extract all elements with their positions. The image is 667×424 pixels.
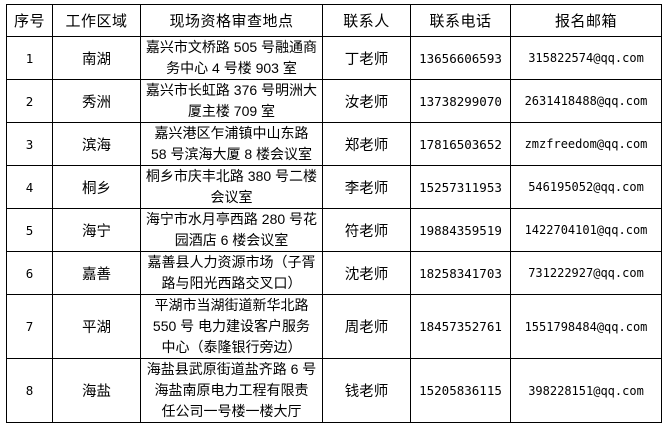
- cell-site: 海宁市水月亭西路 280 号花 园酒店 6 楼会议室: [140, 208, 323, 252]
- cell-site: 嘉兴市长虹路 376 号明洲大 厦主楼 709 室: [140, 79, 323, 123]
- table-row: 6 嘉善 嘉善县人力资源市场（子胥 路与阳光西路交叉口） 沈老师 18258341703…: [6, 251, 662, 295]
- cell-phone: 15205836115: [410, 358, 511, 423]
- cell-email: zmzfreedom@qq.com: [510, 122, 662, 166]
- cell-seq: 1: [6, 36, 53, 80]
- cell-phone: 13656606593: [410, 36, 511, 80]
- cell-area: 秀洲: [52, 79, 141, 123]
- cell-seq: 6: [6, 251, 53, 295]
- cell-site: 嘉兴港区乍浦镇中山东路 58 号滨海大厦 8 楼会议室: [140, 122, 323, 166]
- cell-site: 海盐县武原街道盐齐路 6 号 海盐南原电力工程有限责 任公司一号楼一楼大厅: [140, 358, 323, 423]
- qualification-review-sites-table: 序号 工作区域 现场资格审查地点 联系人 联系电话 报名邮箱 1 南湖 嘉兴市文桥路…: [6, 4, 662, 423]
- cell-email: 315822574@qq.com: [510, 36, 662, 80]
- cell-site: 嘉兴市文桥路 505 号融通商 务中心 4 号楼 903 室: [140, 36, 323, 80]
- table-row: 3 滨海 嘉兴港区乍浦镇中山东路 58 号滨海大厦 8 楼会议室 郑老师 1781650…: [6, 122, 662, 166]
- cell-seq: 2: [6, 79, 53, 123]
- cell-person: 符老师: [322, 208, 411, 252]
- column-header-site: 现场资格审查地点: [140, 4, 323, 37]
- cell-area: 平湖: [52, 294, 141, 359]
- column-header-email: 报名邮箱: [510, 4, 662, 37]
- cell-seq: 4: [6, 165, 53, 209]
- cell-area: 桐乡: [52, 165, 141, 209]
- table-row: 2 秀洲 嘉兴市长虹路 376 号明洲大 厦主楼 709 室汝老师 137382990…: [6, 79, 662, 123]
- table-header: 序号 工作区域 现场资格审查地点 联系人 联系电话 报名邮箱: [6, 4, 662, 37]
- cell-person: 沈老师: [322, 251, 411, 295]
- cell-email: 546195052@qq.com: [510, 165, 662, 209]
- cell-person: 丁老师: [322, 36, 411, 80]
- cell-person: 周老师: [322, 294, 411, 359]
- cell-seq: 3: [6, 122, 53, 166]
- cell-phone: 18258341703: [410, 251, 511, 295]
- cell-phone: 19884359519: [410, 208, 511, 252]
- cell-email: 1422704101@qq.com: [510, 208, 662, 252]
- cell-area: 南湖: [52, 36, 141, 80]
- cell-email: 731222927@qq.com: [510, 251, 662, 295]
- cell-seq: 8: [6, 358, 53, 423]
- table-row: 4 桐乡 桐乡市庆丰北路 380 号二楼 会议室 李老师 15257311953 5461…: [6, 165, 662, 209]
- cell-area: 嘉善: [52, 251, 141, 295]
- cell-phone: 18457352761: [410, 294, 511, 359]
- cell-phone: 15257311953: [410, 165, 511, 209]
- table-row: 7 平湖 平湖市当湖街道新华北路 550 号 电力建设客户服务 中心（泰隆银行旁边）…: [6, 294, 662, 359]
- table-body: 1 南湖 嘉兴市文桥路 505 号融通商 务中心 4 号楼 903 室丁老师 1365…: [6, 36, 662, 423]
- cell-email: 2631418488@qq.com: [510, 79, 662, 123]
- cell-seq: 7: [6, 294, 53, 359]
- cell-email: 1551798484@qq.com: [510, 294, 662, 359]
- table-row: 8 海盐 海盐县武原街道盐齐路 6 号 海盐南原电力工程有限责 任公司一号楼一楼大厅…: [6, 358, 662, 423]
- cell-email: 398228151@qq.com: [510, 358, 662, 423]
- cell-person: 钱老师: [322, 358, 411, 423]
- cell-site: 桐乡市庆丰北路 380 号二楼 会议室: [140, 165, 323, 209]
- table-row: 5 海宁 海宁市水月亭西路 280 号花 园酒店 6 楼会议室 符老师 19884359…: [6, 208, 662, 252]
- column-header-seq: 序号: [6, 4, 53, 37]
- column-header-person: 联系人: [322, 4, 411, 37]
- column-header-area: 工作区域: [52, 4, 141, 37]
- cell-area: 海宁: [52, 208, 141, 252]
- cell-person: 李老师: [322, 165, 411, 209]
- cell-phone: 17816503652: [410, 122, 511, 166]
- cell-phone: 13738299070: [410, 79, 511, 123]
- cell-person: 郑老师: [322, 122, 411, 166]
- column-header-phone: 联系电话: [410, 4, 511, 37]
- cell-seq: 5: [6, 208, 53, 252]
- cell-person: 汝老师: [322, 79, 411, 123]
- cell-area: 滨海: [52, 122, 141, 166]
- cell-area: 海盐: [52, 358, 141, 423]
- table-header-row: 序号 工作区域 现场资格审查地点 联系人 联系电话 报名邮箱: [6, 4, 662, 37]
- registration-table-container: 序号 工作区域 现场资格审查地点 联系人 联系电话 报名邮箱 1 南湖 嘉兴市文桥路…: [6, 4, 662, 423]
- table-row: 1 南湖 嘉兴市文桥路 505 号融通商 务中心 4 号楼 903 室丁老师 1365…: [6, 36, 662, 80]
- cell-site: 嘉善县人力资源市场（子胥 路与阳光西路交叉口）: [140, 251, 323, 295]
- cell-site: 平湖市当湖街道新华北路 550 号 电力建设客户服务 中心（泰隆银行旁边）: [140, 294, 323, 359]
